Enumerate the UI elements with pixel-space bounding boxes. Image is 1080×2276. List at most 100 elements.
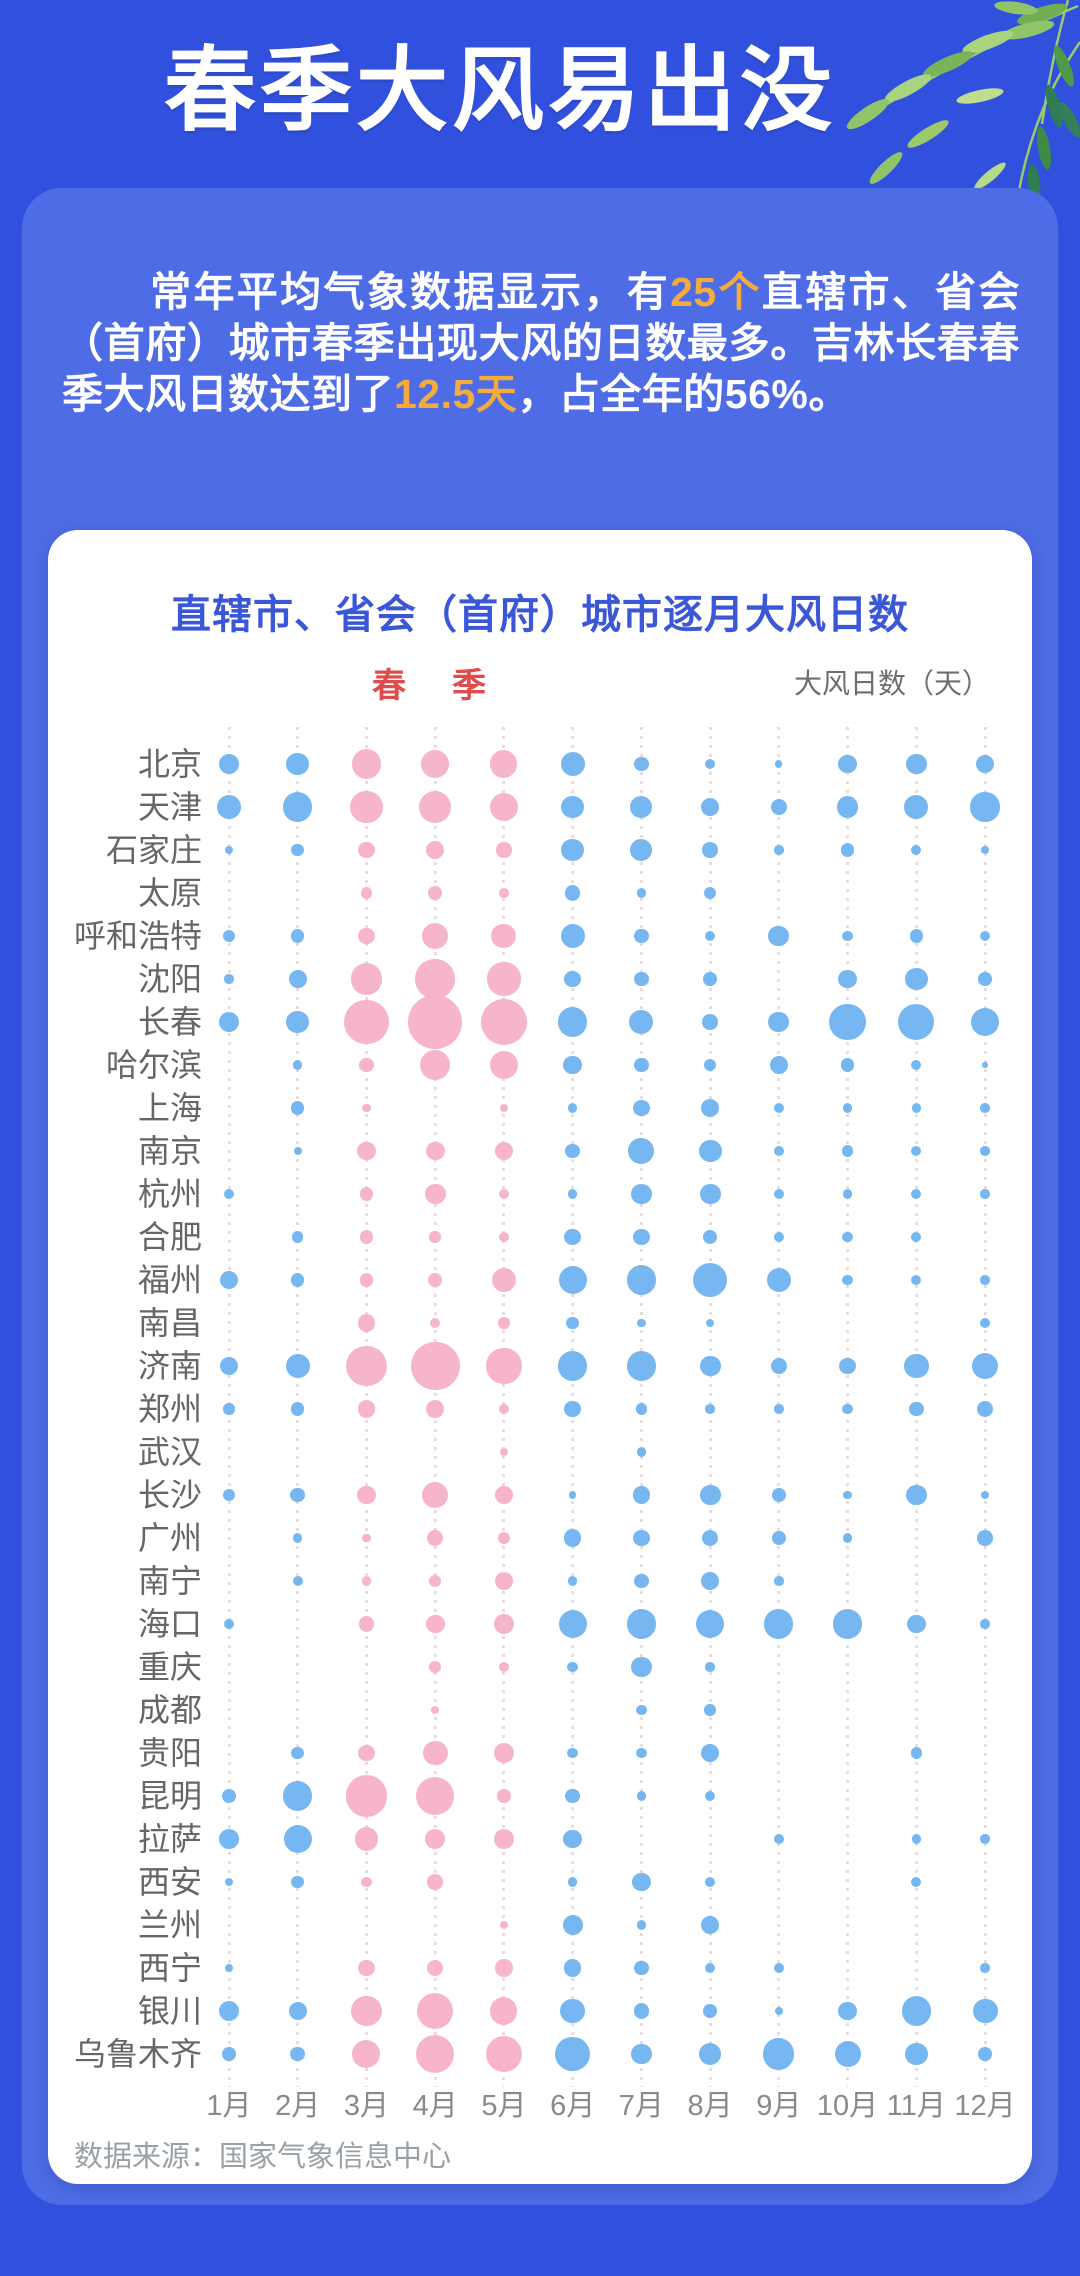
gale-bubble [911, 1274, 922, 1286]
intro-highlight-text: 12.5天 [394, 371, 518, 417]
gale-bubble [283, 792, 313, 822]
gale-bubble [560, 752, 585, 776]
spring-gale-bubble [358, 927, 375, 945]
spring-gale-bubble [415, 959, 455, 999]
gale-bubble [980, 1189, 990, 1199]
spring-gale-bubble [421, 749, 450, 779]
city-label: 杭州 [137, 1176, 202, 1212]
gale-bubble [219, 1270, 239, 1290]
gale-bubble [770, 1357, 788, 1375]
spring-gale-bubble [422, 1740, 448, 1766]
gale-bubble [633, 1099, 650, 1117]
spring-gale-bubble [429, 1317, 441, 1329]
gale-bubble [286, 752, 310, 776]
spring-gale-bubble [359, 1273, 374, 1287]
gale-bubble [773, 1231, 785, 1243]
spring-gale-bubble [357, 1400, 376, 1418]
gale-bubble [291, 1875, 304, 1889]
gale-bubble [561, 795, 585, 819]
gale-bubble [970, 1007, 1000, 1037]
gale-bubble [701, 1572, 719, 1590]
gale-bubble [558, 1351, 588, 1381]
gale-bubble [223, 1618, 235, 1630]
city-label: 石家庄 [105, 832, 202, 868]
gale-bubble [221, 1788, 237, 1804]
gale-bubble [981, 846, 989, 854]
gale-bubble [630, 1656, 652, 1678]
gale-bubble [223, 1188, 235, 1200]
gale-bubble [292, 1575, 303, 1587]
city-label: 贵阳 [137, 1735, 202, 1771]
intro-paragraph: 常年平均气象数据显示，有25个直辖市、省会（首府）城市春季出现大风的日数最多。吉… [62, 267, 1020, 420]
spring-gale-bubble [486, 1348, 522, 1384]
spring-gale-bubble [496, 842, 512, 858]
gale-bubble [910, 1747, 923, 1759]
gale-bubble [632, 1486, 651, 1504]
gale-bubble [840, 1058, 855, 1072]
city-label: 济南 [137, 1348, 202, 1384]
gale-bubble [705, 1404, 715, 1414]
gale-bubble [975, 754, 995, 774]
gale-bubble [630, 1183, 652, 1205]
gale-bubble [293, 1533, 303, 1543]
spring-gale-bubble [346, 1345, 387, 1387]
gale-bubble [705, 1318, 715, 1328]
spring-gale-bubble [359, 1230, 374, 1244]
city-label: 西宁 [137, 1950, 202, 1986]
gale-bubble [291, 1746, 304, 1760]
gale-bubble [700, 1098, 720, 1118]
spring-gale-bubble [426, 1959, 444, 1977]
gale-bubble [560, 1998, 586, 2024]
gale-bubble [911, 1188, 922, 1200]
gale-bubble [770, 798, 788, 816]
gale-bubble [630, 796, 653, 818]
spring-gale-bubble [498, 1403, 510, 1415]
gale-bubble [288, 2002, 307, 2020]
gale-bubble [898, 1003, 935, 1041]
spring-gale-bubble [494, 1141, 514, 1161]
gale-bubble [563, 1959, 582, 1977]
spring-gale-bubble [361, 1876, 372, 1888]
gale-bubble [980, 1275, 990, 1285]
city-label: 呼和浩特 [73, 918, 202, 954]
city-label: 海口 [137, 1606, 202, 1642]
gale-bubble [219, 754, 239, 774]
gale-bubble [972, 1353, 999, 1379]
spring-gale-bubble [494, 1958, 514, 1978]
gale-bubble [841, 1145, 854, 1157]
gale-bubble [636, 1447, 647, 1457]
unit-label: 大风日数（天） [793, 668, 990, 699]
gale-bubble [906, 1614, 926, 1634]
gale-bubble [772, 1488, 786, 1502]
spring-gale-bubble [493, 1828, 515, 1850]
gale-bubble [704, 1876, 716, 1888]
gale-bubble [224, 1963, 234, 1973]
gale-bubble [980, 1146, 990, 1156]
gale-bubble [701, 798, 719, 816]
gale-bubble [218, 2000, 240, 2022]
gale-bubble [222, 1488, 236, 1502]
gale-bubble [770, 1056, 788, 1074]
gale-bubble [775, 760, 783, 768]
month-label: 3月 [343, 2090, 390, 2122]
gale-bubble [909, 1401, 924, 1417]
gale-bubble [772, 1531, 786, 1545]
spring-gale-bubble [427, 1874, 443, 1890]
gale-bubble [628, 1138, 655, 1164]
gale-bubble [285, 1354, 310, 1378]
spring-gale-bubble [499, 888, 509, 898]
city-label: 合肥 [137, 1219, 202, 1255]
month-label: 12月 [954, 2090, 1016, 2122]
gale-bubble [704, 930, 716, 942]
gale-bubble [633, 1529, 650, 1547]
gale-bubble [842, 1403, 853, 1415]
gale-bubble [561, 838, 585, 862]
spring-gale-bubble [480, 998, 528, 1046]
spring-gale-bubble [489, 792, 518, 822]
spring-gale-bubble [428, 1574, 442, 1588]
gale-bubble [774, 1404, 784, 1414]
gale-bubble [223, 1403, 235, 1415]
gale-bubble [567, 1661, 578, 1673]
spring-gale-bubble [360, 887, 373, 899]
gale-bubble [633, 1228, 650, 1246]
